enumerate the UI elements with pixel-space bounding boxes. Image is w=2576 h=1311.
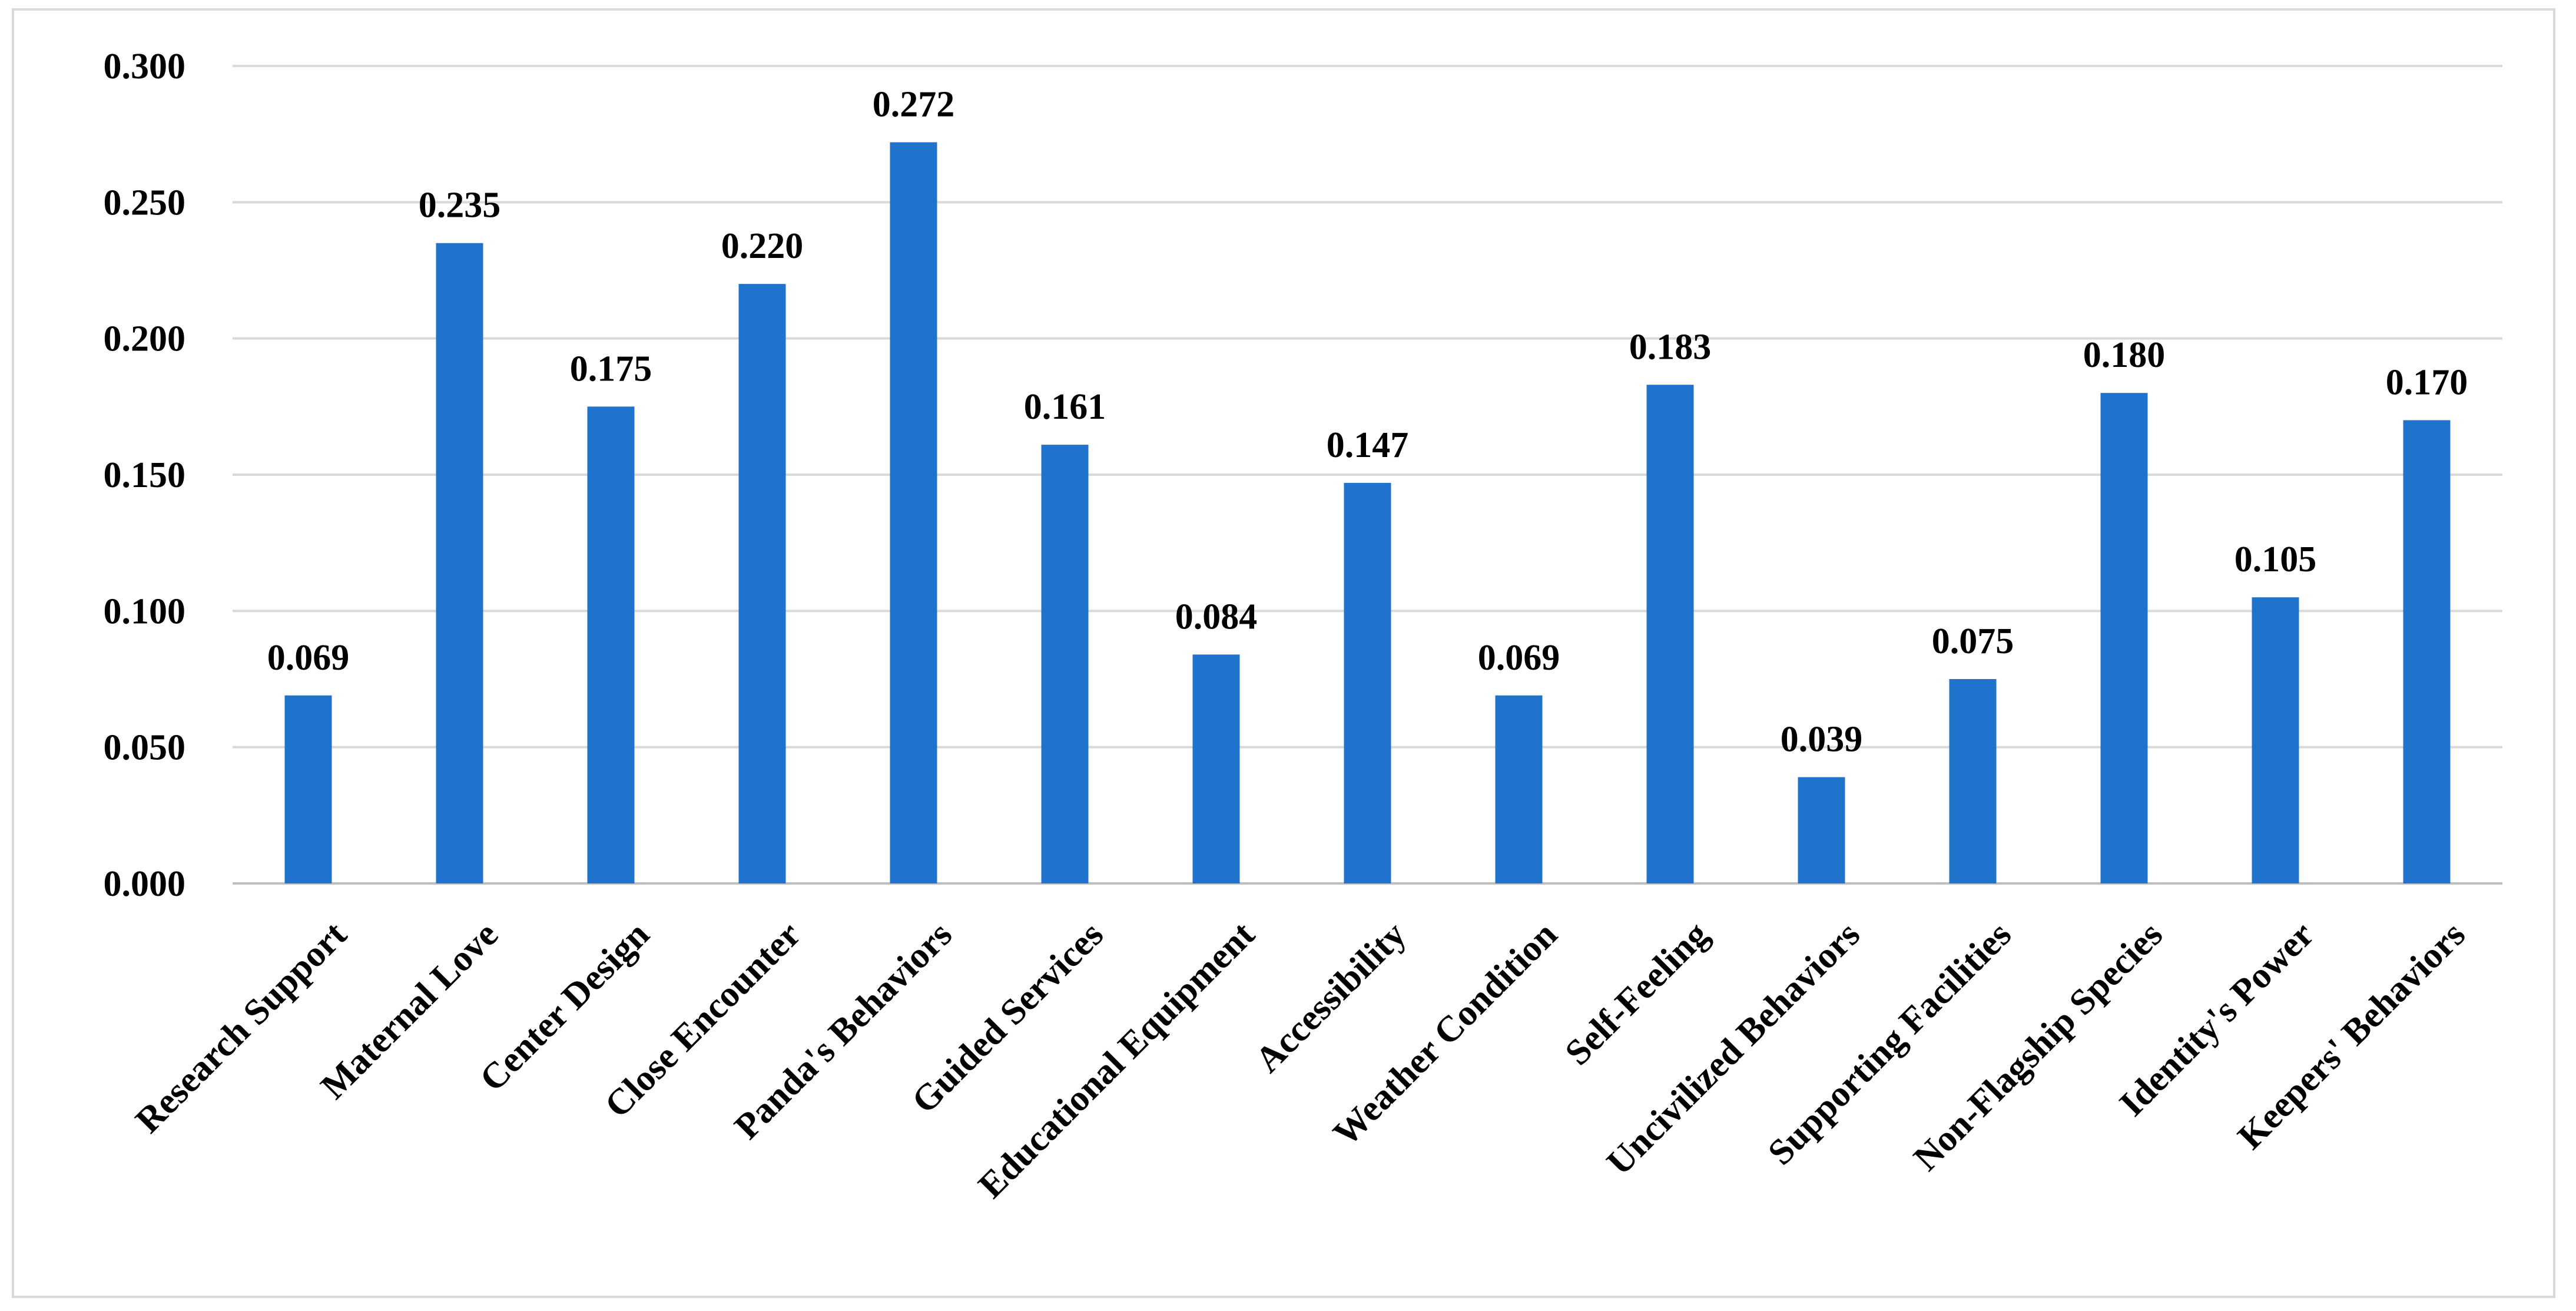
category-label: Educational Equipment	[971, 914, 1262, 1206]
data-label: 0.161	[1024, 387, 1106, 427]
data-label: 0.235	[419, 186, 501, 226]
data-label: 0.175	[570, 349, 652, 389]
y-axis-ticks: 0.000 0.050 0.100 0.150 0.200 0.250 0.300	[104, 47, 186, 904]
data-label: 0.105	[2234, 539, 2317, 580]
data-label: 0.084	[1175, 597, 1258, 637]
category-label: Supporting Facilities	[1761, 914, 2019, 1173]
data-label: 0.039	[1781, 720, 1863, 760]
data-label: 0.069	[267, 638, 350, 678]
bar	[1344, 482, 1391, 883]
data-label: 0.069	[1478, 638, 1560, 678]
category-label: Non-Flagship Species	[1906, 914, 2170, 1178]
category-label: Uncivilized Behaviors	[1599, 914, 1868, 1183]
data-label: 0.147	[1327, 425, 1409, 465]
y-tick-label: 0.200	[104, 319, 186, 359]
data-label: 0.170	[2386, 362, 2468, 402]
data-label: 0.075	[1932, 621, 2014, 661]
bars	[284, 142, 2451, 884]
category-label: Self-Feeling	[1557, 914, 1716, 1073]
category-label: Research Support	[128, 914, 354, 1141]
bar	[1041, 445, 1089, 883]
bar	[284, 695, 332, 883]
data-label: 0.180	[2083, 335, 2166, 375]
bar	[1192, 654, 1240, 883]
bar	[738, 284, 786, 884]
bar	[1949, 679, 1997, 883]
data-label: 0.183	[1629, 327, 1712, 367]
y-tick-label: 0.300	[104, 47, 186, 87]
y-tick-label: 0.150	[104, 455, 186, 495]
y-tick-label: 0.250	[104, 183, 186, 223]
y-tick-label: 0.000	[104, 864, 186, 904]
y-tick-label: 0.050	[104, 728, 186, 768]
bar	[890, 142, 937, 884]
bar	[587, 406, 635, 883]
data-label: 0.272	[873, 85, 955, 125]
bar	[2252, 597, 2299, 883]
bar	[2100, 393, 2148, 883]
y-tick-label: 0.100	[104, 591, 186, 631]
bar	[2403, 420, 2451, 883]
data-labels: 0.069 0.235 0.175 0.220 0.272 0.161 0.084 0.147…	[267, 85, 2468, 760]
data-label: 0.220	[721, 226, 804, 266]
bar	[436, 243, 483, 883]
bar	[1798, 777, 1845, 883]
category-label: Accessibility	[1248, 914, 1414, 1080]
bar	[1646, 385, 1694, 883]
bar	[1495, 695, 1543, 883]
